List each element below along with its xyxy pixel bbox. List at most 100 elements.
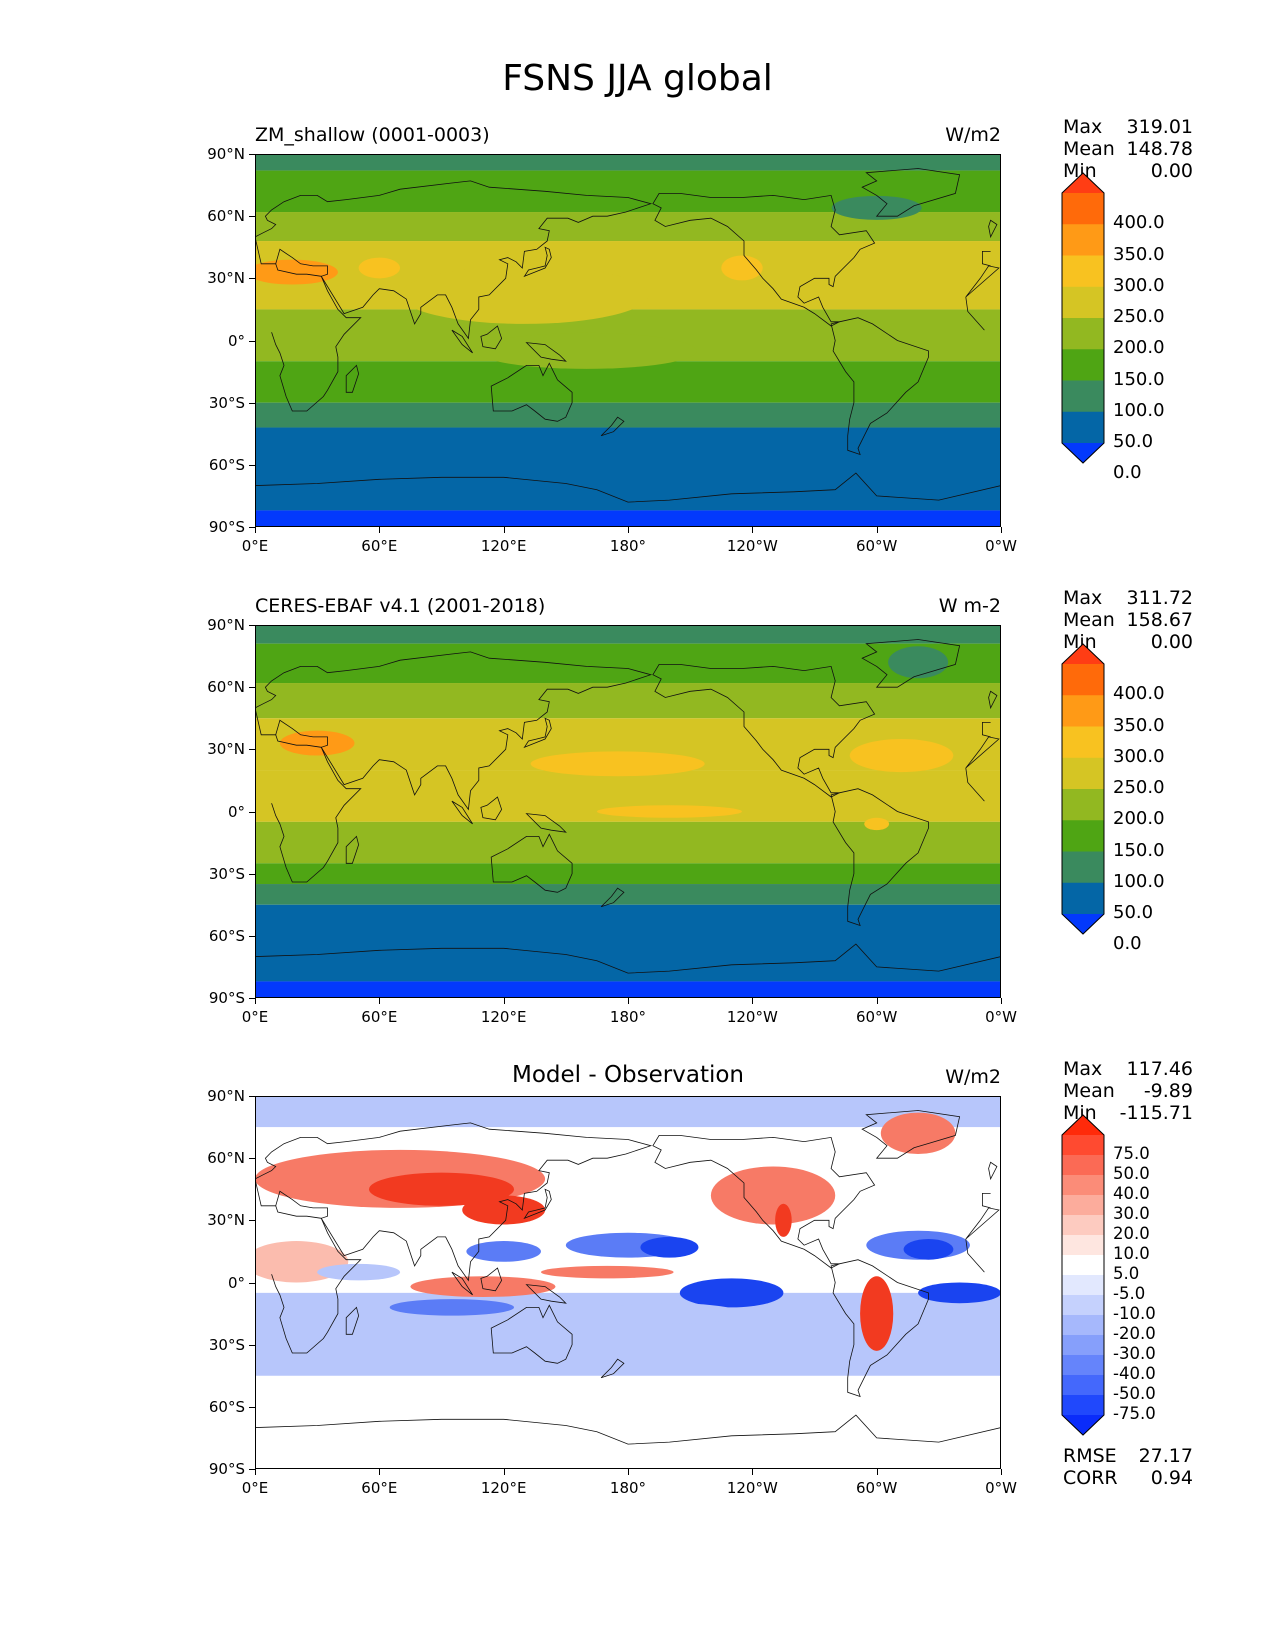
coastline-antarctica (256, 472, 1000, 503)
colorbar-segment (1062, 380, 1104, 413)
colorbar-outline (1061, 1114, 1105, 1436)
stat-label: Mean (1063, 138, 1115, 160)
figure-title: FSNS JJA global (502, 58, 773, 99)
colorbar-segment (1062, 193, 1104, 225)
colorbar-outline (1061, 643, 1105, 935)
y-tick (249, 1406, 255, 1408)
field-patch (389, 1299, 515, 1316)
coastline-new-guinea (525, 342, 567, 362)
colorbar-label: 150.0 (1113, 368, 1165, 390)
colorbar-label: 10.0 (1113, 1244, 1150, 1263)
y-tick-label: 90°N (207, 616, 245, 634)
panel-units-observation: W m-2 (938, 595, 1001, 617)
field-patch (918, 1282, 1000, 1304)
panel-units-difference: W/m2 (945, 1066, 1001, 1088)
x-tick-label: 60°W (855, 1479, 898, 1497)
coastline-borneo (480, 796, 503, 821)
x-tick-label: 60°W (855, 1008, 898, 1026)
colorbar-segment (1062, 789, 1104, 821)
panel-title-observation: CERES-EBAF v4.1 (2001-2018) (255, 595, 546, 617)
x-tick-label: 120°E (480, 1008, 527, 1026)
stat-value: -115.71 (1119, 1102, 1193, 1124)
y-tick-label: 30°N (207, 1211, 245, 1230)
field-band (256, 683, 1000, 719)
coastlines (256, 168, 1000, 503)
metric-corr: CORR 0.94 (1063, 1467, 1193, 1489)
stat-max: Max 319.01 (1063, 116, 1193, 138)
colorbar (1061, 643, 1105, 935)
stats-difference: Max 117.46 Mean -9.89 Min -115.71 (1063, 1058, 1193, 1124)
colorbar-extend-max (1062, 173, 1104, 193)
y-tick-label: 60°S (208, 1397, 245, 1416)
coastline-europe-asia (256, 180, 991, 340)
field-patch (903, 1238, 954, 1260)
colorbar-label: 250.0 (1113, 306, 1165, 327)
colorbar-extend-min (1062, 1415, 1104, 1435)
y-tick-label: 0° (227, 802, 245, 821)
y-tick-label: 60°S (208, 455, 245, 474)
colorbar-label: 5.0 (1113, 1264, 1140, 1283)
coastline-australia (490, 362, 573, 422)
y-tick (249, 873, 255, 875)
coastline-africa (271, 734, 1000, 883)
stat-max: Max 311.72 (1063, 587, 1193, 609)
coastline-indonesia (451, 1271, 473, 1296)
coastline-antarctica (256, 943, 1000, 974)
stats-model: Max 319.01 Mean 148.78 Min 0.00 (1063, 116, 1193, 182)
field-patch (679, 1278, 784, 1308)
colorbar-segment (1062, 1155, 1104, 1176)
x-tick-label: 120°E (480, 537, 527, 555)
coastline-new-guinea (525, 813, 567, 833)
field-band (256, 427, 1000, 511)
coastline-antarctica (256, 1414, 1000, 1445)
coastline-n-america (652, 1135, 876, 1269)
y-tick (249, 811, 255, 813)
colorbar-segment (1062, 1235, 1104, 1256)
colorbar-segment (1062, 1395, 1104, 1416)
coastline-nz (600, 887, 625, 908)
coastline-indonesia (451, 329, 473, 354)
stat-mean: Mean 158.67 (1063, 609, 1193, 631)
colorbar-label: 100.0 (1113, 399, 1165, 421)
field-band (256, 884, 1000, 905)
colorbar-segment (1062, 1375, 1104, 1396)
metric-label: CORR (1063, 1467, 1118, 1489)
coastline-madagascar (345, 835, 360, 864)
coastline-s-america (830, 788, 929, 927)
x-tick-label: 0°E (241, 1479, 269, 1497)
coastline-n-america (652, 193, 876, 327)
y-tick-label: 30°S (208, 393, 245, 412)
stat-label: Mean (1063, 1080, 1115, 1102)
x-tick-label: 0°E (241, 1008, 269, 1026)
stat-min: Min 0.00 (1063, 160, 1193, 182)
stat-max: Max 117.46 (1063, 1058, 1193, 1080)
y-tick-label: 60°N (207, 1149, 245, 1168)
stat-mean: Mean -9.89 (1063, 1080, 1193, 1102)
coastline-africa (271, 1205, 1000, 1354)
coastline-n-america (652, 664, 876, 798)
field-patch (596, 805, 742, 818)
colorbar-segment (1062, 1275, 1104, 1296)
x-tick-label: 120°W (726, 537, 778, 555)
x-tick-label: 180° (609, 537, 647, 555)
map-canvas (256, 1097, 1000, 1468)
x-tick-label: 60°E (361, 1008, 398, 1026)
y-tick-label: 90°S (208, 989, 245, 1007)
field-patch (596, 1303, 742, 1324)
colorbar-label: 75.0 (1113, 1144, 1150, 1163)
stats-observation: Max 311.72 Mean 158.67 Min 0.00 (1063, 587, 1193, 653)
x-tick-label: 60°W (855, 537, 898, 555)
field-band (256, 626, 1000, 644)
coastline-uk (988, 1161, 998, 1181)
metric-value: 0.94 (1150, 1467, 1193, 1489)
y-tick-label: 0° (227, 1273, 245, 1292)
y-tick (249, 625, 255, 626)
colorbar-label: 250.0 (1113, 777, 1165, 798)
coastline-greenland (861, 168, 961, 217)
field-patch (368, 1172, 515, 1206)
colorbar-label: 300.0 (1113, 274, 1165, 296)
y-tick-label: 30°S (208, 1335, 245, 1354)
x-tick (255, 998, 256, 1004)
coastline-greenland (861, 1110, 961, 1159)
colorbar-label: 350.0 (1113, 243, 1165, 265)
